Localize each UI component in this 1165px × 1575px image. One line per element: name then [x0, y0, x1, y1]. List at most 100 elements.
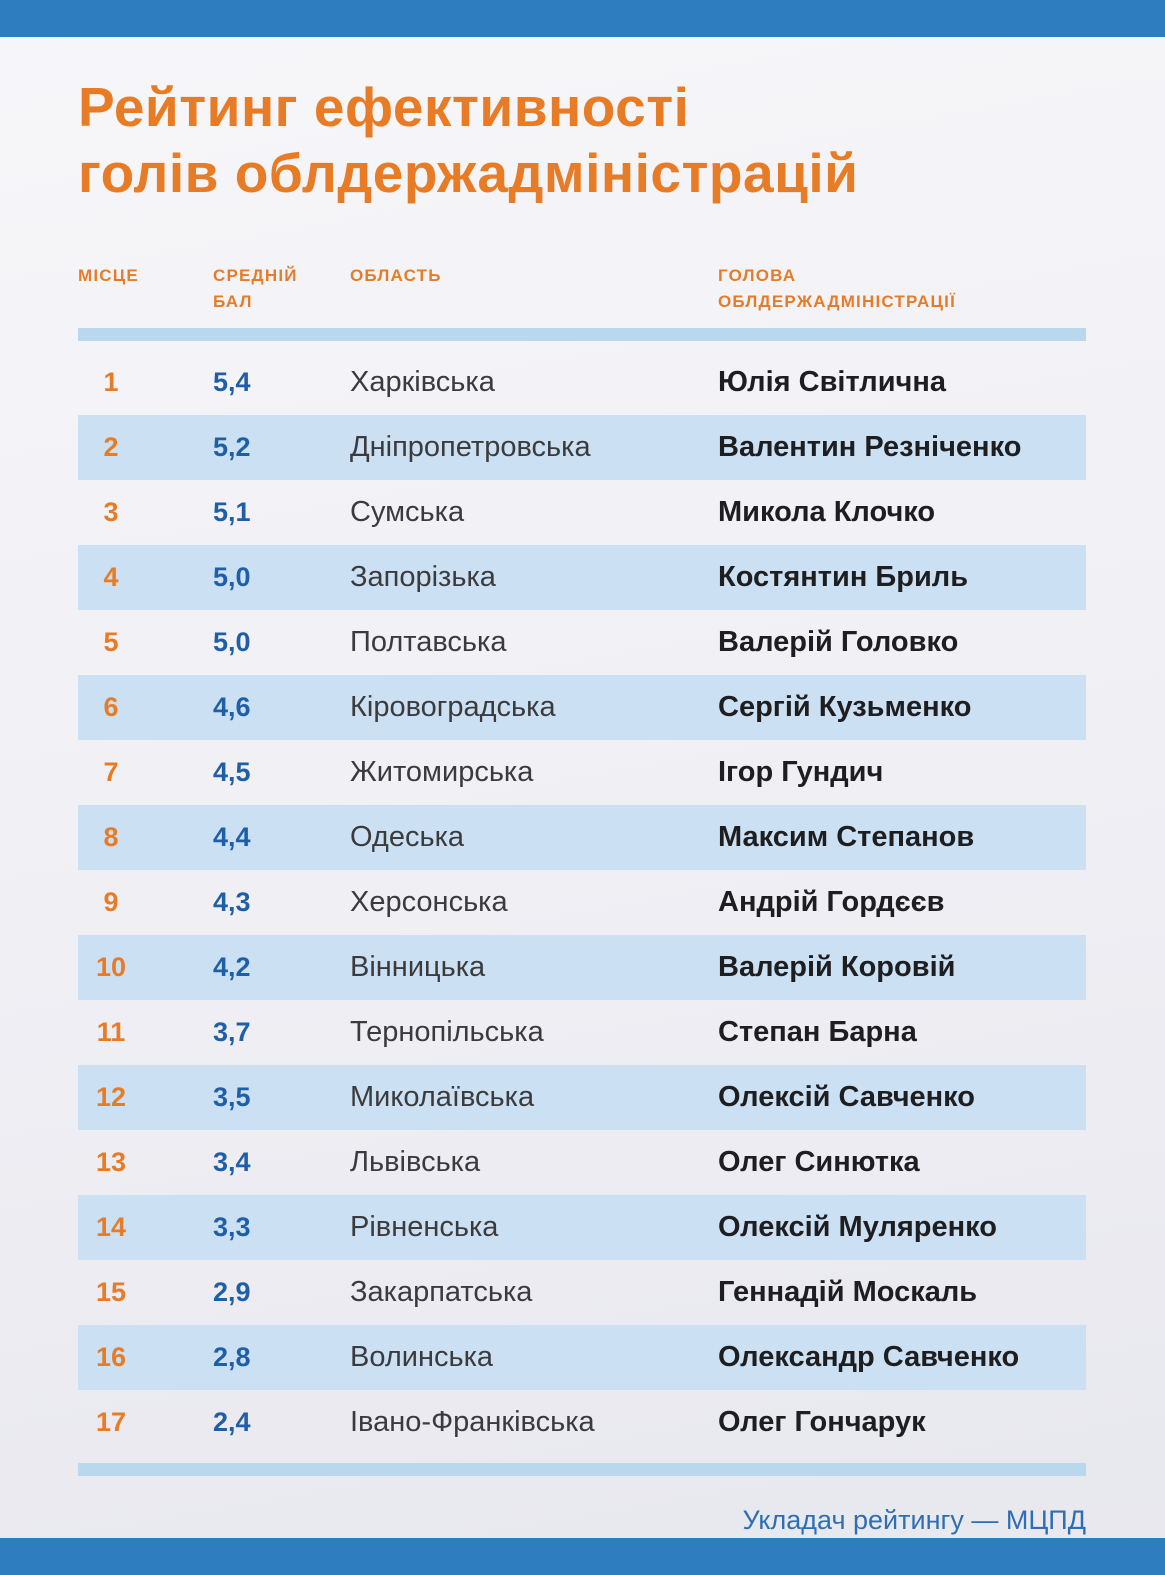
score-value: 4,5	[213, 757, 251, 787]
rank-cell: 5	[78, 627, 213, 658]
column-header-score: СРЕДНІЙ БАЛ	[213, 263, 350, 314]
footer-credit: Укладач рейтингу — МЦПД	[742, 1505, 1086, 1535]
column-header-head-line1: ГОЛОВА	[718, 266, 797, 285]
region-value: Херсонська	[350, 886, 508, 918]
table-row: 4 5,0 Запорізька Костянтин Бриль	[78, 545, 1086, 610]
rank-value: 9	[103, 887, 119, 917]
column-header-region: ОБЛАСТЬ	[350, 266, 442, 285]
page-title-line2: голів облдержадміністрацій	[78, 142, 859, 204]
table-row: 6 4,6 Кіровоградська Сергій Кузьменко	[78, 675, 1086, 740]
table-row: 5 5,0 Полтавська Валерій Головко	[78, 610, 1086, 675]
table-row: 14 3,3 Рівненська Олексій Муляренко	[78, 1195, 1086, 1260]
rank-value: 14	[95, 1212, 127, 1242]
rank-cell: 12	[78, 1082, 213, 1113]
page-title: Рейтинг ефективності голів облдержадміні…	[78, 74, 1086, 206]
page-title-line1: Рейтинг ефективності	[78, 76, 690, 138]
rank-cell: 15	[78, 1277, 213, 1308]
rank-value: 10	[95, 952, 127, 982]
content-area: Рейтинг ефективності голів облдержадміні…	[78, 37, 1086, 1536]
rank-cell: 14	[78, 1212, 213, 1243]
column-header-score-line1: СРЕДНІЙ	[213, 266, 298, 285]
column-header-place: МІСЦЕ	[78, 266, 139, 285]
rank-cell: 3	[78, 497, 213, 528]
column-header-head: ГОЛОВА ОБЛДЕРЖАДМІНІСТРАЦІЇ	[718, 263, 1086, 314]
region-value: Рівненська	[350, 1211, 499, 1243]
score-value: 5,2	[213, 432, 251, 462]
table-row: 3 5,1 Сумська Микола Клочко	[78, 480, 1086, 545]
head-value: Юлія Світлична	[718, 366, 947, 398]
head-value: Степан Барна	[718, 1016, 917, 1048]
head-value: Микола Клочко	[718, 496, 936, 528]
rank-value: 7	[103, 757, 119, 787]
table-row: 8 4,4 Одеська Максим Степанов	[78, 805, 1086, 870]
top-accent-bar	[0, 0, 1165, 37]
rank-cell: 1	[78, 367, 213, 398]
rank-value: 2	[103, 432, 119, 462]
rank-value: 15	[95, 1277, 127, 1307]
head-value: Олександр Савченко	[718, 1341, 1020, 1373]
table-row: 12 3,5 Миколаївська Олексій Савченко	[78, 1065, 1086, 1130]
head-value: Олексій Муляренко	[718, 1211, 997, 1243]
table-row: 10 4,2 Вінницька Валерій Коровій	[78, 935, 1086, 1000]
column-header-head-line2: ОБЛДЕРЖАДМІНІСТРАЦІЇ	[718, 291, 956, 311]
head-value: Максим Степанов	[718, 821, 975, 853]
region-value: Львівська	[350, 1146, 481, 1178]
rank-value: 4	[103, 562, 119, 592]
rank-value: 13	[95, 1147, 127, 1177]
region-value: Житомирська	[350, 756, 534, 788]
table-header: МІСЦЕ СРЕДНІЙ БАЛ ОБЛАСТЬ ГОЛОВА ОБЛДЕРЖ…	[78, 263, 1086, 314]
column-header-score-line2: БАЛ	[213, 291, 253, 311]
rank-value: 8	[103, 822, 119, 852]
rank-cell: 7	[78, 757, 213, 788]
score-value: 3,5	[213, 1082, 251, 1112]
score-value: 5,0	[213, 562, 251, 592]
table-row: 13 3,4 Львівська Олег Синютка	[78, 1130, 1086, 1195]
rank-value: 11	[96, 1017, 126, 1047]
score-value: 3,3	[213, 1212, 251, 1242]
head-value: Олег Синютка	[718, 1146, 920, 1178]
region-value: Дніпропетровська	[350, 431, 591, 463]
table-row: 9 4,3 Херсонська Андрій Гордєєв	[78, 870, 1086, 935]
rank-value: 1	[103, 367, 119, 397]
separator-bottom	[78, 1463, 1086, 1476]
score-value: 3,7	[213, 1017, 251, 1047]
head-value: Костянтин Бриль	[718, 561, 969, 593]
score-value: 4,2	[213, 952, 251, 982]
region-value: Харківська	[350, 366, 495, 398]
rank-value: 16	[95, 1342, 127, 1372]
rank-cell: 13	[78, 1147, 213, 1178]
rank-value: 5	[103, 627, 119, 657]
score-value: 4,4	[213, 822, 251, 852]
region-value: Запорізька	[350, 561, 496, 593]
head-value: Сергій Кузьменко	[718, 691, 972, 723]
head-value: Олег Гончарук	[718, 1406, 926, 1438]
table-row: 17 2,4 Івано-Франківська Олег Гончарук	[78, 1390, 1086, 1455]
score-value: 4,6	[213, 692, 251, 722]
region-value: Закарпатська	[350, 1276, 533, 1308]
rank-cell: 10	[78, 952, 213, 983]
rank-value: 6	[103, 692, 119, 722]
region-value: Сумська	[350, 496, 465, 528]
score-value: 5,4	[213, 367, 251, 397]
head-value: Валерій Коровій	[718, 951, 956, 983]
head-value: Валерій Головко	[718, 626, 959, 658]
head-value: Ігор Гундич	[718, 756, 884, 788]
region-value: Тернопільська	[350, 1016, 544, 1048]
score-value: 2,9	[213, 1277, 251, 1307]
rows: 1 5,4 Харківська Юлія Світлична 2 5,2 Дн…	[78, 350, 1086, 1455]
head-value: Олексій Савченко	[718, 1081, 976, 1113]
table-row: 16 2,8 Волинська Олександр Савченко	[78, 1325, 1086, 1390]
head-value: Андрій Гордєєв	[718, 886, 945, 918]
table-row: 7 4,5 Житомирська Ігор Гундич	[78, 740, 1086, 805]
score-value: 4,3	[213, 887, 251, 917]
rank-cell: 2	[78, 432, 213, 463]
separator-top	[78, 328, 1086, 341]
table-row: 1 5,4 Харківська Юлія Світлична	[78, 350, 1086, 415]
rank-value: 12	[95, 1082, 127, 1112]
region-value: Полтавська	[350, 626, 507, 658]
rank-value: 3	[103, 497, 119, 527]
region-value: Волинська	[350, 1341, 494, 1373]
rank-cell: 9	[78, 887, 213, 918]
bottom-accent-bar	[0, 1538, 1165, 1575]
rank-cell: 8	[78, 822, 213, 853]
